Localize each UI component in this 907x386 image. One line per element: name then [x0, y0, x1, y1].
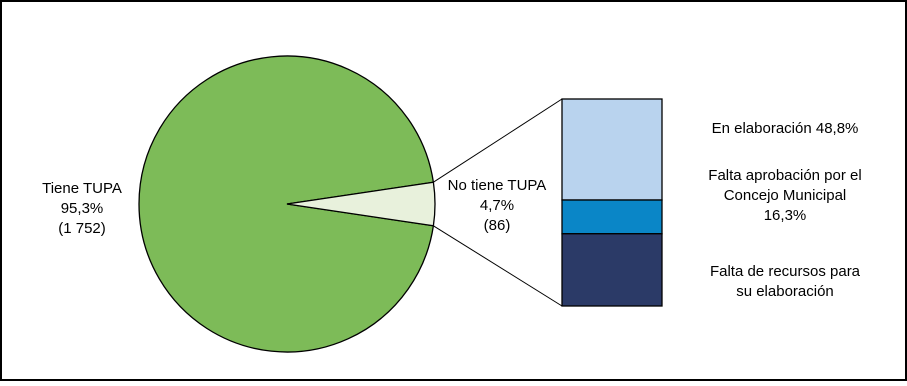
bar-label-en-elaboracion-48-8: En elaboración 48,8%: [712, 120, 859, 137]
bar-segment-falta-aprobacion-por-el: [561, 199, 663, 235]
stacked-bar: [561, 98, 663, 307]
connector-line-bottom: [433, 225, 563, 307]
pie-slice-tiene-tupa: [138, 55, 435, 353]
connector-line-top: [433, 98, 563, 183]
pie-label-tiene-tupa: Tiene TUPA 95,3% (1 752): [42, 180, 122, 237]
pie-slice-no-tiene-tupa: [286, 181, 436, 227]
labels: Tiene TUPA 95,3% (1 752) No tiene TUPA 4,7%(…: [42, 120, 862, 300]
bar-segment-falta-de-recursos-para: [561, 233, 663, 307]
connector-lines: [433, 98, 563, 307]
bar-label-falta-de-recursos-para: Falta de recursos para su elaboración: [710, 263, 861, 300]
bar-label-falta-aprobacion-por-el: Falta aprobación por el Concejo Municipal…: [708, 167, 861, 224]
pie: [138, 55, 436, 353]
bar-segment-en-elaboracion-48-8: [561, 98, 663, 201]
pie-label-no-tiene-tupa: No tiene TUPA 4,7% (86): [448, 177, 547, 234]
